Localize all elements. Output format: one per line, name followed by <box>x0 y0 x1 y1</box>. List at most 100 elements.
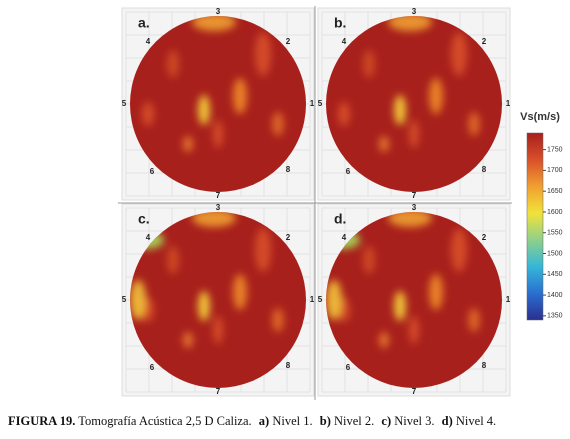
sensor-label: 4 <box>146 37 151 46</box>
sensor-label: 3 <box>216 203 221 212</box>
caption-key: d) <box>441 414 453 428</box>
velocity-anomaly <box>213 316 223 344</box>
tomography-panel: a. 1 2 3 4 5 6 7 8 <box>121 7 315 201</box>
caption-item: Nivel 4. <box>455 414 497 428</box>
velocity-anomaly <box>409 120 419 148</box>
velocity-anomaly <box>326 280 342 320</box>
colorbar-tick-label: 1450 <box>547 271 563 278</box>
sensor-label: 7 <box>216 387 221 396</box>
tomography-panel: d. 1 2 3 4 5 6 7 8 <box>317 203 511 397</box>
velocity-anomaly <box>272 112 284 136</box>
velocity-anomaly <box>429 274 443 310</box>
sensor-label: 2 <box>482 233 487 242</box>
caption: FIGURA 19. Tomografía Acústica 2,5 D Cal… <box>8 414 500 429</box>
sensor-label: 8 <box>286 361 291 370</box>
velocity-anomaly <box>192 16 236 31</box>
velocity-anomalies <box>142 16 284 152</box>
sensor-label: 4 <box>342 233 347 242</box>
velocity-anomaly <box>167 50 179 78</box>
caption-key: c) <box>381 414 392 428</box>
sensor-label: 7 <box>412 191 417 200</box>
colorbar-tick-label: 1350 <box>547 313 563 320</box>
velocity-anomaly <box>255 228 271 272</box>
sensor-label: 1 <box>506 295 511 304</box>
velocity-anomalies <box>338 16 480 152</box>
velocity-anomaly <box>130 280 146 320</box>
panel-label: a. <box>138 15 150 31</box>
velocity-anomaly <box>198 291 210 321</box>
panel-label: d. <box>334 211 346 227</box>
velocity-anomaly <box>272 308 284 332</box>
colorbar-tick-label: 1500 <box>547 250 563 257</box>
sensor-label: 1 <box>310 295 315 304</box>
panel-label: b. <box>334 15 346 31</box>
caption-item: Nivel 3. <box>394 414 435 428</box>
colorbar-tick-label: 1700 <box>547 167 563 174</box>
velocity-anomaly <box>394 95 406 125</box>
sensor-label: 4 <box>146 233 151 242</box>
velocity-anomaly <box>198 95 210 125</box>
sensor-label: 6 <box>346 363 351 372</box>
velocity-anomaly <box>388 16 432 31</box>
sensor-label: 3 <box>412 7 417 16</box>
sensor-label: 5 <box>318 99 323 108</box>
caption-item: Nivel 1. <box>272 414 313 428</box>
velocity-anomaly <box>429 78 443 114</box>
colorbar-tick-label: 1550 <box>547 230 563 237</box>
caption-key: a) <box>258 414 270 428</box>
caption-key: b) <box>319 414 331 428</box>
sensor-label: 8 <box>286 165 291 174</box>
sensor-label: 6 <box>150 363 155 372</box>
colorbar-tick-label: 1750 <box>547 146 563 153</box>
velocity-anomaly <box>409 316 419 344</box>
colorbar-title: Vs(m/s) <box>520 111 560 123</box>
velocity-disc <box>130 16 306 192</box>
colorbar <box>526 132 544 321</box>
velocity-anomaly <box>213 120 223 148</box>
sensor-label: 1 <box>506 99 511 108</box>
tomography-panel: b. 1 2 3 4 5 6 7 8 <box>317 7 511 201</box>
caption-item: Nivel 2. <box>334 414 375 428</box>
sensor-label: 3 <box>412 203 417 212</box>
velocity-anomaly <box>451 32 467 76</box>
sensor-label: 5 <box>318 295 323 304</box>
velocity-anomaly <box>468 308 480 332</box>
sensor-label: 7 <box>412 387 417 396</box>
sensor-label: 1 <box>310 99 315 108</box>
velocity-disc <box>326 16 502 192</box>
sensor-label: 5 <box>122 295 127 304</box>
velocity-anomaly <box>167 246 179 274</box>
velocity-anomaly <box>379 332 389 348</box>
sensor-label: 6 <box>150 167 155 176</box>
tomography-panel: c. 1 2 3 4 5 6 7 8 <box>121 203 315 397</box>
velocity-anomaly <box>338 102 350 126</box>
velocity-anomaly <box>388 212 432 227</box>
caption-label: FIGURA 19. <box>8 414 76 428</box>
velocity-anomaly <box>363 50 375 78</box>
velocity-anomaly <box>468 112 480 136</box>
figure-graphic: Vs(m/s) a.12345678b.12345678c.12345678d.… <box>118 6 563 400</box>
velocity-anomaly <box>363 246 375 274</box>
velocity-anomaly <box>451 228 467 272</box>
caption-text: Tomografía Acústica 2,5 D Caliza. <box>78 414 252 428</box>
panel-label: c. <box>138 211 150 227</box>
velocity-anomaly <box>233 78 247 114</box>
colorbar-tick-label: 1650 <box>547 188 563 195</box>
sensor-label: 5 <box>122 99 127 108</box>
sensor-label: 8 <box>482 165 487 174</box>
sensor-label: 7 <box>216 191 221 200</box>
velocity-anomaly <box>183 136 193 152</box>
velocity-anomaly <box>394 291 406 321</box>
sensor-label: 2 <box>482 37 487 46</box>
velocity-anomaly <box>233 274 247 310</box>
velocity-anomaly <box>183 332 193 348</box>
sensor-label: 6 <box>346 167 351 176</box>
colorbar-tick-label: 1600 <box>547 209 563 216</box>
sensor-label: 8 <box>482 361 487 370</box>
sensor-label: 3 <box>216 7 221 16</box>
velocity-anomaly <box>379 136 389 152</box>
velocity-anomaly <box>192 212 236 227</box>
sensor-label: 2 <box>286 37 291 46</box>
sensor-label: 4 <box>342 37 347 46</box>
